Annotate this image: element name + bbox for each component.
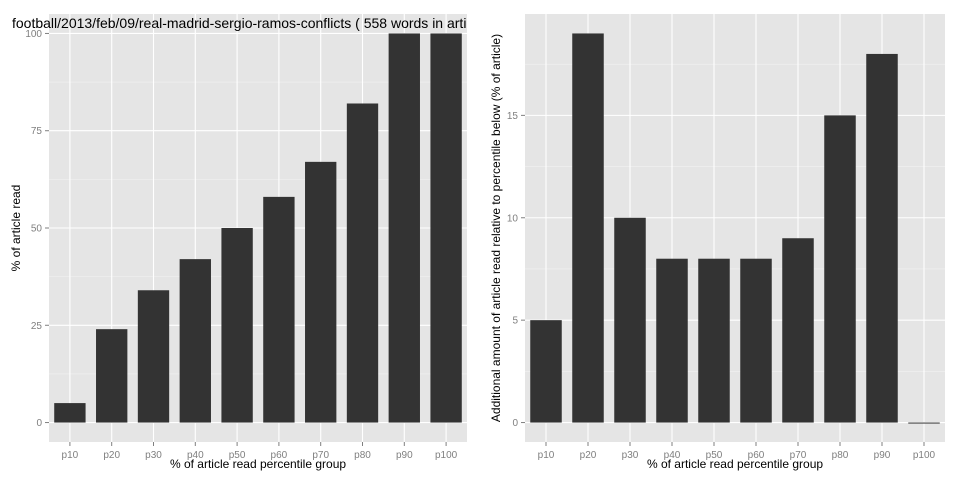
bar-p60 [740,258,772,423]
y-tick-label: 75 [31,126,43,137]
bar-p50 [698,258,730,423]
x-tick-label: p90 [874,450,891,461]
y-tick-label: 0 [36,418,42,429]
bar-p40 [656,258,688,423]
plot-title: football/2013/feb/09/real-madrid-sergio-… [12,15,466,31]
bar-p100 [908,422,940,424]
bar-p60 [263,196,295,423]
y-tick-label: 10 [507,213,519,224]
x-tick-label: p40 [187,450,204,461]
bar-p100 [430,33,462,423]
bar-p20 [572,33,604,423]
x-tick-label: p10 [538,450,555,461]
x-tick-label: p30 [622,450,639,461]
x-tick-label: p90 [396,450,413,461]
y-axis-title: % of article read [9,185,23,272]
chart-panel-1: 0 25 50 75 100 p10 p20 p30 p40 p50 p60 p70 p80 p90 p10… [9,14,467,471]
bar-p70 [305,161,337,423]
y-tick-label: 0 [512,418,518,429]
bar-p80 [346,103,379,423]
x-axis-title: % of article read percentile group [170,457,346,471]
y-tick-label: 100 [25,29,42,40]
x-tick-label: p10 [62,450,79,461]
x-tick-label: p70 [790,450,807,461]
y-tick-label: 50 [31,224,43,235]
x-tick-label: p20 [580,450,597,461]
bar-p30 [614,217,646,423]
bar-p10 [530,320,562,423]
x-axis-title: % of article read percentile group [647,457,823,471]
y-tick-label: 15 [507,111,519,122]
x-tick-label: p20 [103,450,120,461]
x-tick-label: p30 [145,450,162,461]
x-tick-label: p60 [748,450,765,461]
bar-p40 [179,259,211,423]
x-tick-label: p50 [229,450,246,461]
x-tick-label: p100 [435,450,458,461]
x-tick-label: p80 [354,450,371,461]
chart-panel-2: 0 5 10 15 p10 p20 p30 p40 p50 p60 p70 p80 p90 p100 % o… [489,14,945,471]
y-tick-label: 25 [31,321,43,332]
bar-p90 [866,53,898,423]
bar-p70 [782,238,814,423]
y-tick-label: 5 [512,316,518,327]
bar-p90 [388,33,420,423]
x-tick-label: p50 [706,450,723,461]
x-tick-label: p60 [271,450,288,461]
bar-p20 [96,329,128,423]
x-tick-label: p70 [312,450,329,461]
y-axis-title: Additional amount of article read relati… [489,34,503,422]
x-tick-label: p40 [664,450,681,461]
x-tick-label: p100 [913,450,936,461]
bar-p30 [137,290,170,423]
bar-p10 [54,403,86,423]
x-tick-label: p80 [832,450,849,461]
bar-p50 [221,228,253,423]
bar-p80 [824,115,856,423]
